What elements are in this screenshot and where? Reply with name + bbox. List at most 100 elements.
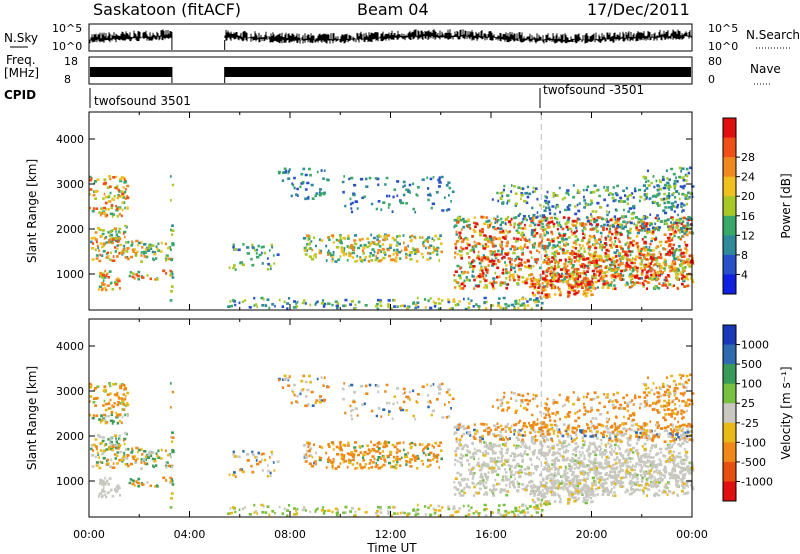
velocity-cells [128, 477, 174, 488]
nsky-tick-top: 10^5 [52, 22, 82, 35]
power-cells [531, 278, 592, 297]
velocity-cells [491, 391, 692, 439]
colorbar-tick-label: 1000 [741, 339, 769, 352]
x-tick-label: 08:00 [274, 528, 306, 541]
power-cells [292, 300, 380, 311]
power-cells [496, 184, 690, 232]
nsky-tick-bottom: 10^0 [52, 40, 82, 53]
nsearch-label: N.Search [746, 28, 800, 42]
colorbar-tick-label: -100 [741, 436, 766, 449]
power-cells [89, 175, 128, 216]
velocity-cells [133, 448, 170, 463]
y-axis-label: Slant Range [km] [25, 159, 39, 263]
vel-colorbar-segment [723, 344, 736, 365]
velocity-cells [306, 441, 443, 470]
power-cells [303, 234, 440, 263]
time-axis-label: Time UT [366, 541, 417, 554]
vel-colorbar-label: Velocity [m s⁻¹] [779, 366, 793, 459]
y-tick-label: 3000 [56, 385, 84, 398]
nsearch-tick-bottom: 10^0 [708, 40, 738, 53]
y-tick-label: 4000 [56, 133, 84, 146]
x-tick-label: 16:00 [475, 528, 507, 541]
colorbar-tick-label: 24 [741, 171, 755, 184]
velocity-cells [98, 476, 122, 499]
velocity-cells [493, 392, 693, 439]
colorbar-tick-label: 100 [741, 378, 762, 391]
power-cells [278, 167, 330, 201]
velocity-colorbar: 1000 500 100 25 -25 -100 -500 -1000 Velocity [m … [722, 324, 793, 502]
velocity-cells [133, 484, 157, 488]
velocity-cells [229, 505, 286, 513]
power-cells [543, 251, 694, 281]
colorbar-tick-label: -25 [741, 417, 759, 430]
velocity-cells [169, 506, 173, 509]
colorbar-tick-label: -1000 [741, 475, 773, 488]
y-tick-label: 4000 [56, 340, 84, 353]
velocity-cells [293, 505, 393, 518]
velocity-cells [393, 503, 544, 518]
colorbar-tick-label: -500 [741, 456, 766, 469]
colorbar-tick-label: 12 [741, 229, 755, 242]
y-tick-label: 1000 [56, 268, 84, 281]
power-cells [89, 178, 124, 218]
velocity-cells [283, 374, 322, 405]
power-cells [94, 224, 129, 261]
velocity-cells [234, 452, 271, 478]
nsearch-tick-top: 10^5 [708, 22, 738, 35]
nsky-label: N.Sky [4, 31, 38, 45]
site-title: Saskatoon (fitACF) [93, 0, 241, 19]
power-cells [229, 298, 286, 308]
power-cells [642, 166, 693, 207]
power-cells [454, 215, 693, 290]
power-cells [453, 215, 694, 290]
power-colorbar-segment [723, 118, 736, 139]
y-tick-label: 3000 [56, 178, 84, 191]
vel-colorbar-segment [723, 481, 736, 502]
velocity-cells [393, 504, 538, 518]
power-cells [283, 169, 323, 200]
x-tick-label: 20:00 [576, 528, 608, 541]
velocity-cells [531, 485, 580, 506]
vel-colorbar-segment [723, 442, 736, 463]
velocity-cells [92, 434, 127, 470]
power-cells [304, 234, 441, 263]
power-cells [126, 239, 174, 261]
velocity-cells [301, 506, 390, 515]
velocity-cells [227, 503, 291, 517]
freq-block [90, 67, 172, 77]
freq-label-top: Freq. [6, 53, 36, 67]
y-tick-label: 1000 [56, 475, 84, 488]
cpid-label: CPID [4, 88, 36, 102]
power-colorbar-frame [722, 117, 737, 295]
power-cells [89, 176, 130, 218]
power-cells [456, 215, 695, 290]
nsky-strip-frame [88, 23, 693, 52]
time-axis-ticks: 00:00 04:00 08:00 12:00 16:00 20:00 00:00 [73, 528, 708, 541]
freq-tick-bottom: 8 [64, 73, 71, 86]
velocity-cells [169, 440, 174, 500]
velocity-cells [642, 382, 688, 414]
nave-tick-bottom: 0 [708, 73, 715, 86]
power-colorbar-label: Power [dB] [779, 173, 793, 238]
power-cells [232, 243, 275, 271]
vel-colorbar-segment [723, 461, 736, 482]
power-colorbar-segment [723, 235, 736, 256]
power-cells [342, 176, 451, 214]
velocity-cells [455, 422, 694, 443]
power-cells [277, 167, 329, 200]
power-cells [133, 277, 157, 281]
colorbar-tick-label: 25 [741, 397, 755, 410]
velocity-cells [453, 422, 695, 497]
power-cells [545, 252, 692, 281]
velocity-cells [126, 446, 174, 468]
freq-block [224, 67, 692, 77]
y-axis-label: Slant Range [km] [25, 366, 39, 470]
power-cells [101, 274, 121, 286]
velocity-cells [135, 450, 171, 470]
power-colorbar-segment [723, 137, 736, 158]
power-cells [170, 175, 175, 279]
power-colorbar-segment [723, 215, 736, 236]
x-tick-label: 12:00 [375, 528, 407, 541]
power-cells [293, 298, 393, 311]
power-cells [92, 232, 125, 262]
